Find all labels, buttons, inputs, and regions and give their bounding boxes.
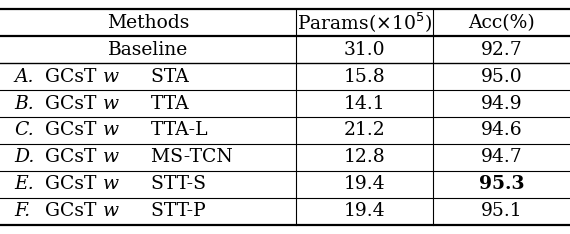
Text: w: w: [103, 95, 119, 113]
Text: 92.7: 92.7: [481, 41, 523, 59]
Text: 19.4: 19.4: [344, 175, 386, 193]
Text: 95.0: 95.0: [481, 68, 523, 86]
Text: w: w: [103, 68, 119, 86]
Text: TTA-L: TTA-L: [145, 121, 208, 139]
Text: STT-S: STT-S: [145, 175, 206, 193]
Text: 21.2: 21.2: [344, 121, 386, 139]
Text: 12.8: 12.8: [344, 148, 386, 166]
Text: 19.4: 19.4: [344, 202, 386, 220]
Text: GCsT: GCsT: [45, 95, 103, 113]
Text: C.: C.: [14, 121, 34, 139]
Text: w: w: [103, 175, 119, 193]
Text: 94.7: 94.7: [481, 148, 523, 166]
Text: B.: B.: [14, 95, 34, 113]
Text: 94.6: 94.6: [481, 121, 523, 139]
Text: 94.9: 94.9: [481, 95, 523, 113]
Text: 14.1: 14.1: [344, 95, 386, 113]
Text: w: w: [103, 148, 119, 166]
Text: 31.0: 31.0: [344, 41, 386, 59]
Text: STT-P: STT-P: [145, 202, 206, 220]
Text: D.: D.: [14, 148, 35, 166]
Text: GCsT: GCsT: [45, 121, 103, 139]
Text: 95.3: 95.3: [479, 175, 524, 193]
Text: Baseline: Baseline: [108, 41, 188, 59]
Text: E.: E.: [14, 175, 34, 193]
Text: Methods: Methods: [107, 14, 189, 32]
Text: Acc(%): Acc(%): [468, 14, 535, 32]
Text: w: w: [103, 121, 119, 139]
Text: A.: A.: [14, 68, 34, 86]
Text: F.: F.: [14, 202, 30, 220]
Text: 95.1: 95.1: [481, 202, 523, 220]
Text: Params($\times$10$^5$): Params($\times$10$^5$): [297, 11, 433, 35]
Text: MS-TCN: MS-TCN: [145, 148, 233, 166]
Text: GCsT: GCsT: [45, 148, 103, 166]
Text: GCsT: GCsT: [45, 68, 103, 86]
Text: 15.8: 15.8: [344, 68, 386, 86]
Text: w: w: [103, 202, 119, 220]
Text: GCsT: GCsT: [45, 175, 103, 193]
Text: TTA: TTA: [145, 95, 189, 113]
Text: GCsT: GCsT: [45, 202, 103, 220]
Text: STA: STA: [145, 68, 189, 86]
